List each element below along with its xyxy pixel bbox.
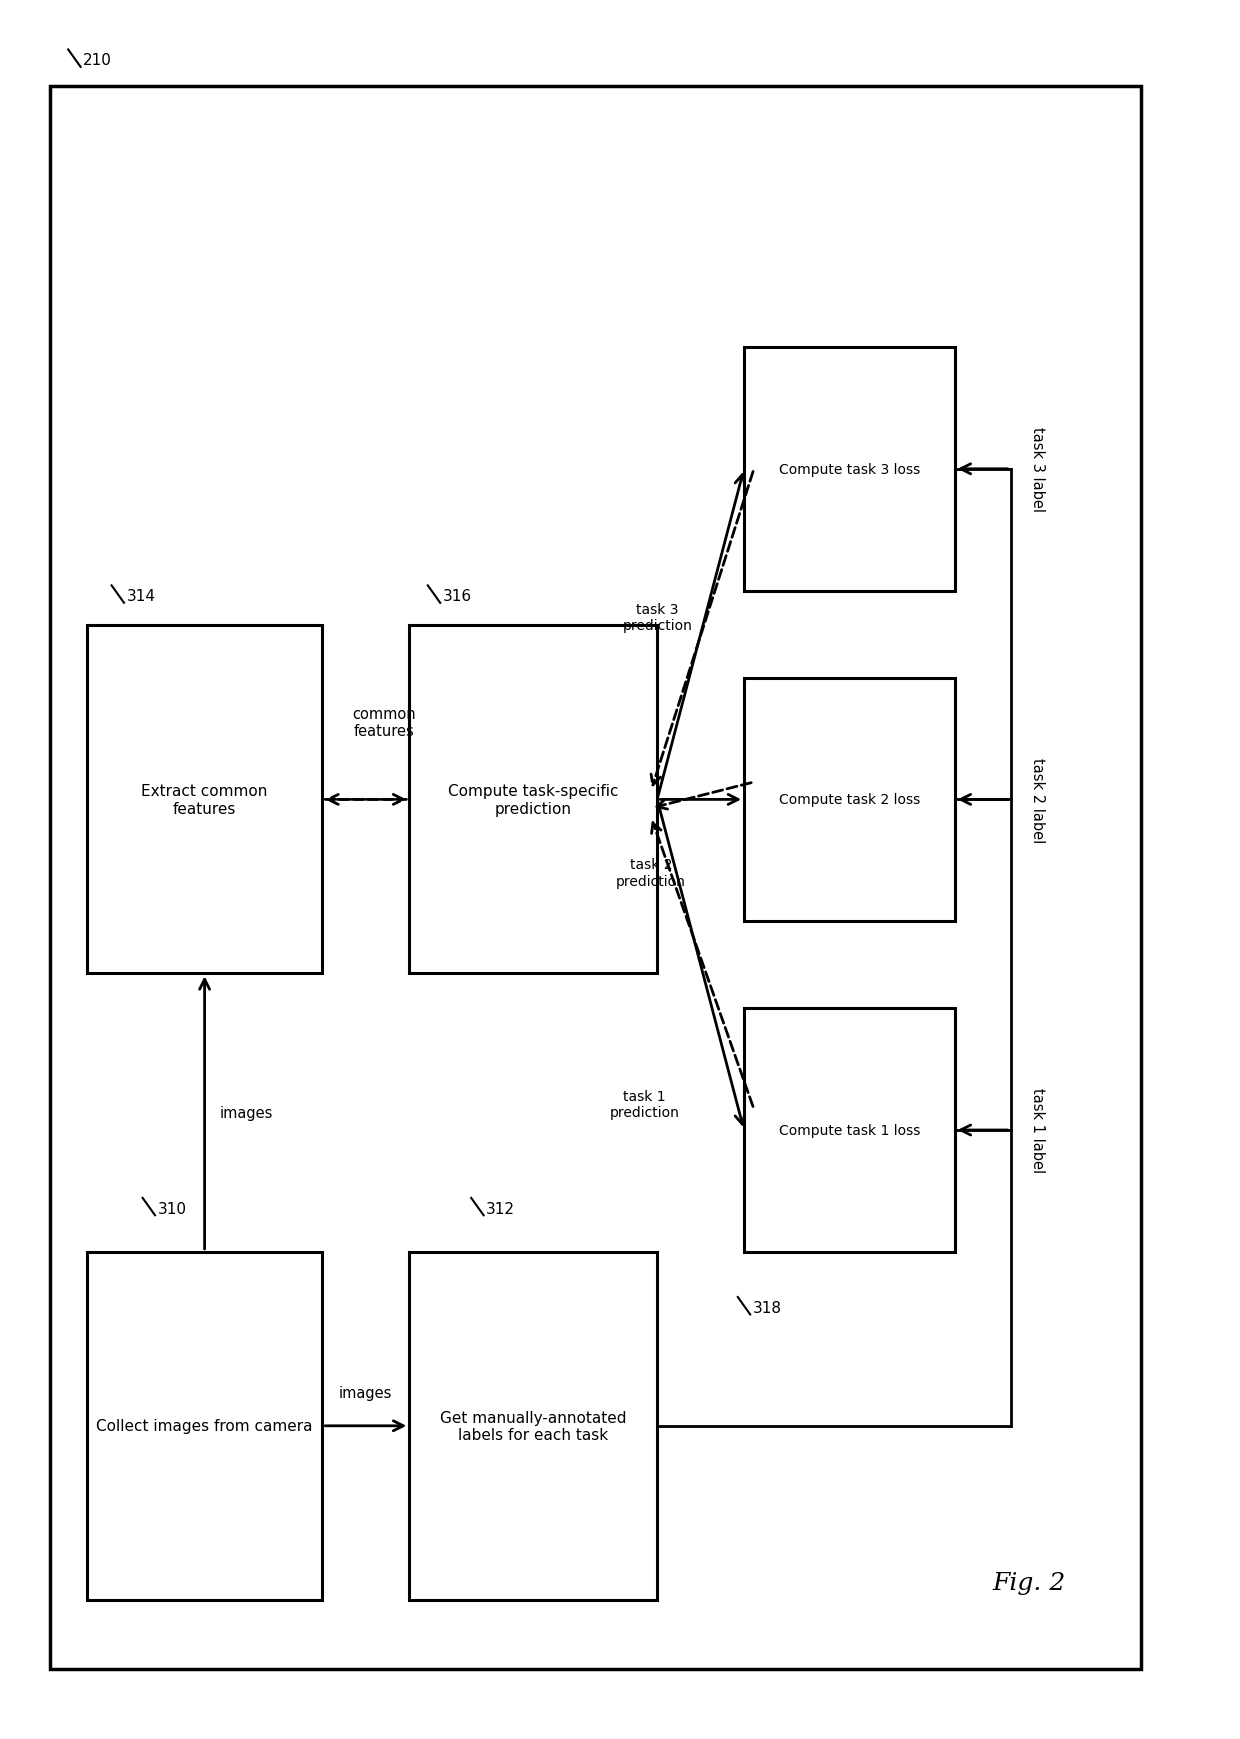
Text: 318: 318 — [753, 1301, 781, 1315]
Text: 210: 210 — [83, 54, 112, 68]
FancyBboxPatch shape — [744, 678, 955, 922]
Text: Compute task 2 loss: Compute task 2 loss — [779, 793, 920, 807]
Text: Compute task 1 loss: Compute task 1 loss — [779, 1123, 920, 1137]
Text: task 1 label: task 1 label — [1030, 1089, 1045, 1172]
Text: Extract common
features: Extract common features — [141, 784, 268, 816]
FancyBboxPatch shape — [409, 1252, 657, 1600]
Text: images: images — [219, 1106, 273, 1120]
FancyBboxPatch shape — [87, 1252, 322, 1600]
Text: 314: 314 — [126, 590, 155, 603]
FancyBboxPatch shape — [744, 348, 955, 591]
Text: task 2 label: task 2 label — [1030, 758, 1045, 842]
Text: Get manually-annotated
labels for each task: Get manually-annotated labels for each t… — [440, 1410, 626, 1442]
Text: images: images — [339, 1384, 393, 1400]
Text: 316: 316 — [443, 590, 471, 603]
Text: task 3
prediction: task 3 prediction — [622, 602, 692, 633]
Text: Collect images from camera: Collect images from camera — [97, 1419, 312, 1433]
FancyBboxPatch shape — [50, 87, 1141, 1669]
Text: Compute task 3 loss: Compute task 3 loss — [779, 463, 920, 476]
Text: 312: 312 — [486, 1202, 515, 1216]
Text: Fig. 2: Fig. 2 — [992, 1570, 1066, 1595]
Text: 310: 310 — [157, 1202, 186, 1216]
Text: task 2
prediction: task 2 prediction — [616, 857, 686, 889]
Text: Compute task-specific
prediction: Compute task-specific prediction — [448, 784, 619, 816]
Text: task 1
prediction: task 1 prediction — [610, 1089, 680, 1120]
FancyBboxPatch shape — [87, 626, 322, 974]
Text: common
features: common features — [352, 706, 417, 739]
Text: task 3 label: task 3 label — [1030, 428, 1045, 511]
FancyBboxPatch shape — [409, 626, 657, 974]
FancyBboxPatch shape — [744, 1009, 955, 1252]
